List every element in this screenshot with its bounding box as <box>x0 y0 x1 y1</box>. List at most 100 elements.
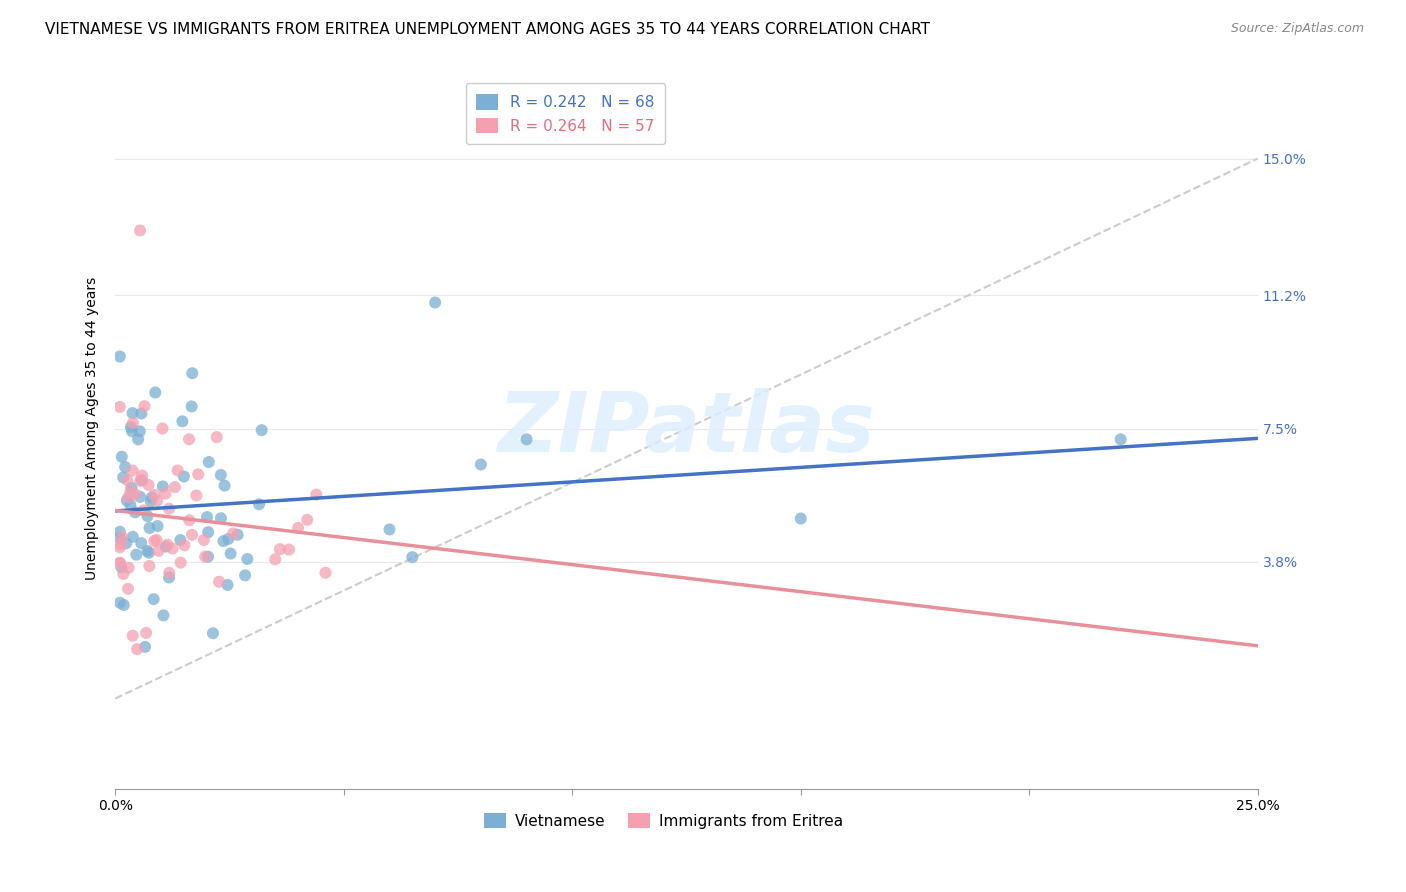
Point <box>108 596 131 610</box>
Point <box>129 490 152 504</box>
Point <box>233 568 256 582</box>
Point <box>155 486 177 500</box>
Point <box>131 468 153 483</box>
Text: Source: ZipAtlas.com: Source: ZipAtlas.com <box>1230 22 1364 36</box>
Point <box>194 549 217 564</box>
Point <box>208 574 231 589</box>
Point <box>187 467 209 482</box>
Point <box>212 534 235 549</box>
Point <box>129 474 152 488</box>
Point <box>120 484 142 499</box>
Point <box>138 558 160 573</box>
Point <box>315 566 337 580</box>
Point <box>121 530 143 544</box>
Point <box>278 542 301 557</box>
Legend: Vietnamese, Immigrants from Eritrea: Vietnamese, Immigrants from Eritrea <box>478 806 849 835</box>
Point <box>247 497 270 511</box>
Point <box>148 543 170 558</box>
Point <box>108 541 131 555</box>
Point <box>138 546 160 560</box>
Point <box>186 488 208 502</box>
Point <box>790 511 813 525</box>
Point <box>401 550 423 565</box>
Point <box>236 552 259 566</box>
Point <box>121 406 143 420</box>
Point <box>131 407 153 421</box>
Point <box>177 432 200 446</box>
Point <box>156 538 179 552</box>
Point <box>141 491 163 505</box>
Point <box>128 425 150 439</box>
Point <box>115 473 138 487</box>
Point <box>169 533 191 547</box>
Point <box>129 223 152 237</box>
Point <box>132 503 155 517</box>
Point <box>121 629 143 643</box>
Point <box>217 578 239 592</box>
Point <box>135 626 157 640</box>
Point <box>173 469 195 483</box>
Point <box>108 524 131 539</box>
Point <box>125 642 148 657</box>
Point <box>157 501 180 516</box>
Point <box>121 424 143 438</box>
Point <box>110 538 132 552</box>
Point <box>222 526 245 541</box>
Text: ZIPatlas: ZIPatlas <box>498 388 876 469</box>
Point <box>269 542 291 557</box>
Point <box>145 533 167 547</box>
Point <box>209 511 232 525</box>
Point <box>108 350 131 364</box>
Point <box>219 547 242 561</box>
Point <box>112 598 135 612</box>
Point <box>146 519 169 533</box>
Point <box>138 478 160 492</box>
Point <box>198 455 221 469</box>
Point <box>139 494 162 508</box>
Point <box>152 421 174 435</box>
Point <box>143 488 166 502</box>
Point <box>217 532 239 546</box>
Point <box>131 473 153 487</box>
Point <box>205 430 228 444</box>
Point <box>157 570 180 584</box>
Point <box>108 556 131 570</box>
Point <box>155 540 177 554</box>
Point <box>214 478 236 492</box>
Point <box>122 416 145 430</box>
Point <box>1109 433 1132 447</box>
Point <box>138 521 160 535</box>
Point <box>143 385 166 400</box>
Point <box>195 510 218 524</box>
Point <box>209 467 232 482</box>
Point <box>136 544 159 558</box>
Point <box>152 608 174 623</box>
Point <box>124 487 146 501</box>
Y-axis label: Unemployment Among Ages 35 to 44 years: Unemployment Among Ages 35 to 44 years <box>86 277 100 580</box>
Point <box>166 463 188 477</box>
Point <box>157 566 180 580</box>
Point <box>226 527 249 541</box>
Point <box>120 498 142 512</box>
Point <box>134 640 156 654</box>
Point <box>180 400 202 414</box>
Point <box>297 513 319 527</box>
Point <box>117 582 139 596</box>
Point <box>250 423 273 437</box>
Point <box>163 480 186 494</box>
Point <box>305 488 328 502</box>
Point <box>181 528 204 542</box>
Point <box>516 433 538 447</box>
Point <box>287 521 309 535</box>
Point <box>110 560 132 574</box>
Point <box>181 366 204 380</box>
Point <box>108 531 131 545</box>
Point <box>162 541 184 556</box>
Point <box>134 399 156 413</box>
Point <box>120 420 142 434</box>
Point <box>117 491 139 505</box>
Point <box>121 464 143 478</box>
Point <box>125 548 148 562</box>
Point <box>115 536 138 550</box>
Point <box>169 556 191 570</box>
